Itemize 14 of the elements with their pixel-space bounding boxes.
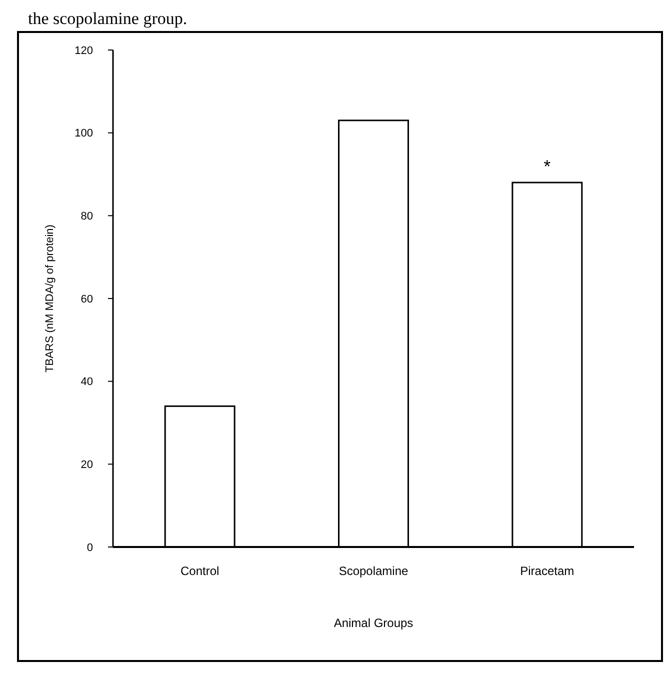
x-tick-label: Piracetam (520, 564, 574, 578)
y-tick-label: 0 (86, 542, 93, 554)
y-axis-title: TBARS (nM MDA/g of protein) (44, 224, 56, 372)
y-tick-label: 80 (80, 210, 93, 223)
y-tick-label: 40 (80, 376, 93, 388)
text: the scopolamine group. (28, 9, 188, 28)
annotation: * (544, 156, 551, 177)
y-tick-label: 100 (74, 128, 93, 140)
y-tick-label: 20 (80, 459, 93, 472)
y-tick-label: 120 (74, 44, 93, 57)
x-tick-label: Control (180, 564, 220, 578)
x-tick-label: Scopolamine (338, 564, 409, 578)
y-tick-label: 60 (80, 293, 93, 306)
x-axis-title: Animal Groups (334, 616, 414, 630)
